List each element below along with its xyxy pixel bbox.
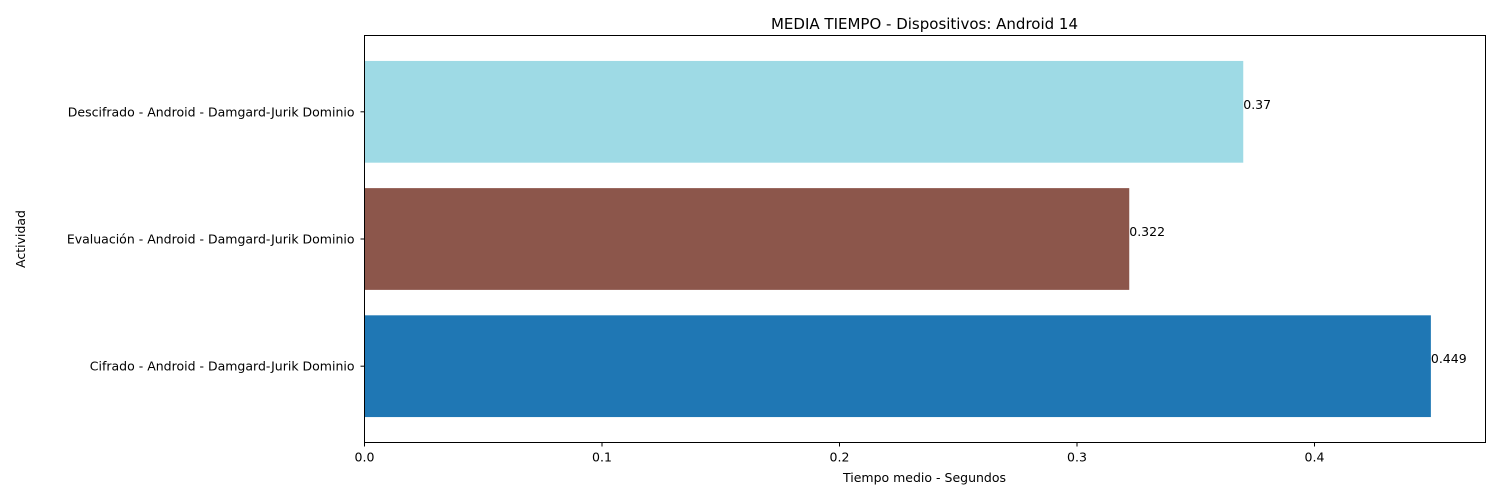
y-axis-label: Actividad [13,210,28,268]
bar-value-label-2: 0.322 [1129,224,1165,239]
bar-3 [364,60,1244,163]
chart-title: MEDIA TIEMPO - Dispositivos: Android 14 [771,15,1078,33]
x-tick-label: 0.1 [592,450,612,465]
bar-value-label-3: 0.37 [1243,97,1271,112]
x-tick-label: 0.4 [1305,450,1325,465]
x-tick-label: 0.0 [355,450,375,465]
bar-2 [364,188,1130,290]
plot-frame [364,35,1486,443]
x-tick-label: 0.2 [830,450,850,465]
y-tick-label: Descifrado - Android - Damgard-Jurik Dom… [68,104,355,119]
bar-value-label-1: 0.449 [1431,351,1467,366]
x-axis-label: Tiempo medio - Segundos [842,470,1006,485]
x-tick-label: 0.3 [1067,450,1087,465]
y-tick-label: Evaluación - Android - Damgard-Jurik Dom… [67,232,355,247]
y-tick-label: Cifrado - Android - Damgard-Jurik Domini… [90,359,355,374]
bar-1 [364,315,1431,418]
